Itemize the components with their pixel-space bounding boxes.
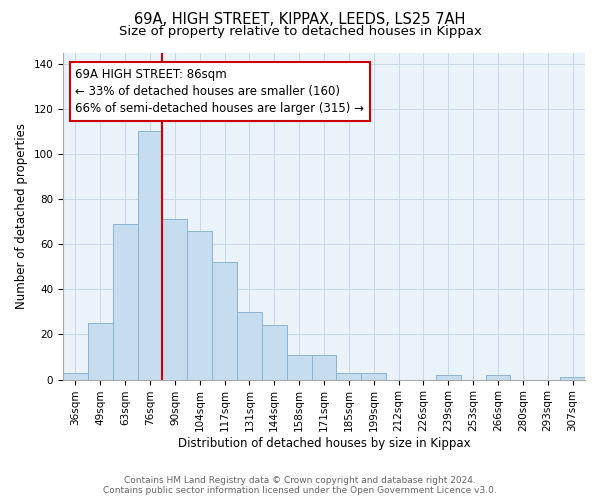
Bar — [311, 355, 337, 380]
Bar — [137, 132, 163, 380]
Text: Size of property relative to detached houses in Kippax: Size of property relative to detached ho… — [119, 25, 481, 38]
Bar — [113, 224, 137, 380]
Bar — [237, 312, 262, 380]
Bar — [88, 323, 113, 380]
X-axis label: Distribution of detached houses by size in Kippax: Distribution of detached houses by size … — [178, 437, 470, 450]
Bar — [262, 326, 287, 380]
Bar — [163, 220, 187, 380]
Text: 69A, HIGH STREET, KIPPAX, LEEDS, LS25 7AH: 69A, HIGH STREET, KIPPAX, LEEDS, LS25 7A… — [134, 12, 466, 28]
Y-axis label: Number of detached properties: Number of detached properties — [15, 123, 28, 309]
Bar — [436, 375, 461, 380]
Bar — [337, 373, 361, 380]
Bar — [485, 375, 511, 380]
Text: Contains HM Land Registry data © Crown copyright and database right 2024.
Contai: Contains HM Land Registry data © Crown c… — [103, 476, 497, 495]
Bar — [187, 230, 212, 380]
Bar — [212, 262, 237, 380]
Bar — [63, 373, 88, 380]
Text: 69A HIGH STREET: 86sqm
← 33% of detached houses are smaller (160)
66% of semi-de: 69A HIGH STREET: 86sqm ← 33% of detached… — [76, 68, 364, 116]
Bar — [560, 378, 585, 380]
Bar — [361, 373, 386, 380]
Bar — [287, 355, 311, 380]
